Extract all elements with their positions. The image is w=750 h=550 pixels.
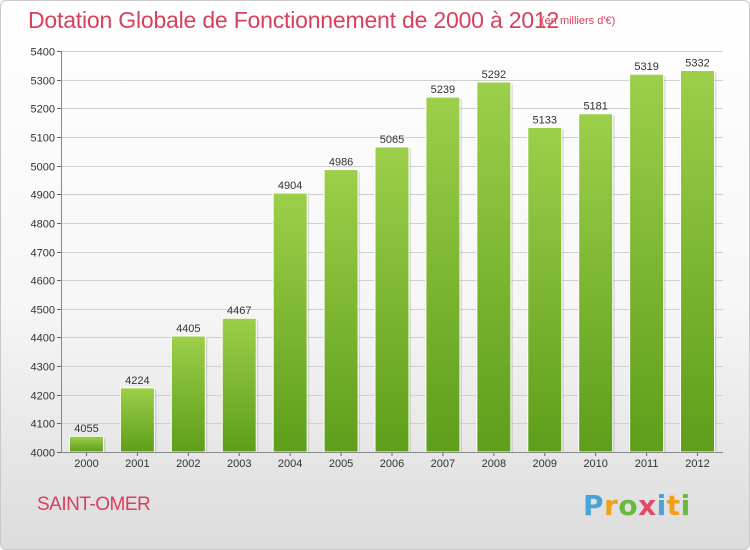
data-label: 5065 [380,134,404,146]
data-label: 5239 [431,84,455,96]
y-tick-label: 4200 [31,391,55,403]
bar-2008 [476,81,512,453]
data-label: 5332 [685,57,709,69]
y-tick-label: 4900 [31,190,55,202]
x-tick-label: 2005 [329,458,353,470]
data-label: 4405 [176,323,200,335]
y-tick-label: 5400 [31,47,55,59]
bar-2003 [221,317,257,453]
y-tick-label: 5300 [31,76,55,88]
y-axis: 4000 4100 4200 4300 4400 4500 4600 4700 4800 4900… [31,47,62,460]
x-tick-label: 2012 [685,458,709,470]
x-tick-label: 2011 [635,458,659,470]
y-tick-label: 4400 [31,333,55,345]
data-label: 4986 [329,157,353,169]
x-tick-label: 2001 [125,458,149,470]
data-label: 5133 [533,114,557,126]
x-tick-label: 2003 [227,458,251,470]
data-label: 4904 [278,180,302,192]
data-labels: 4055 4224 4405 4467 4904 4986 5065 5239 5292 5133… [74,57,710,435]
y-tick-label: 5000 [31,162,55,174]
y-tick-label: 4000 [31,448,55,460]
x-tick-label: 2009 [533,458,557,470]
y-tick-label: 4700 [31,248,55,260]
x-tick-label: 2007 [431,458,455,470]
bar-2010 [578,113,614,453]
x-tick-label: 2004 [278,458,302,470]
y-tick-label: 5100 [31,133,55,145]
x-tick-label: 2002 [176,458,200,470]
data-label: 5319 [634,61,658,73]
y-tick-label: 4100 [31,419,55,431]
x-tick-label: 2000 [74,458,98,470]
data-label: 4224 [125,375,149,387]
bars [68,69,717,453]
proxiti-logo[interactable]: Proxiti [583,489,691,522]
y-tick-label: 5200 [31,104,55,116]
chart-title: Dotation Globale de Fonctionnement de 20… [28,7,560,33]
chart-subtitle: (en milliers d'€) [541,15,616,27]
bar-2006 [374,146,410,453]
bar-2000 [68,435,104,453]
data-label: 4467 [227,305,251,317]
city-name: SAINT-OMER [37,494,151,515]
x-axis: 2000 2001 2002 2003 2004 2005 2006 2007 2008 2009… [61,452,723,470]
bar-2007 [425,96,461,453]
x-tick-label: 2008 [482,458,506,470]
x-tick-label: 2010 [583,458,607,470]
bar-2012 [680,69,716,453]
bar-2004 [272,192,308,453]
y-tick-label: 4800 [31,219,55,231]
bar-2001 [119,387,155,453]
y-tick-label: 4600 [31,276,55,288]
data-label: 5292 [482,69,506,81]
bar-2009 [527,126,563,453]
bar-2002 [170,335,206,453]
y-tick-label: 4300 [31,362,55,374]
bar-2011 [629,73,665,453]
data-label: 5181 [583,101,607,113]
bar-2005 [323,169,359,453]
x-tick-label: 2006 [380,458,404,470]
data-label: 4055 [74,423,98,435]
y-tick-label: 4500 [31,305,55,317]
